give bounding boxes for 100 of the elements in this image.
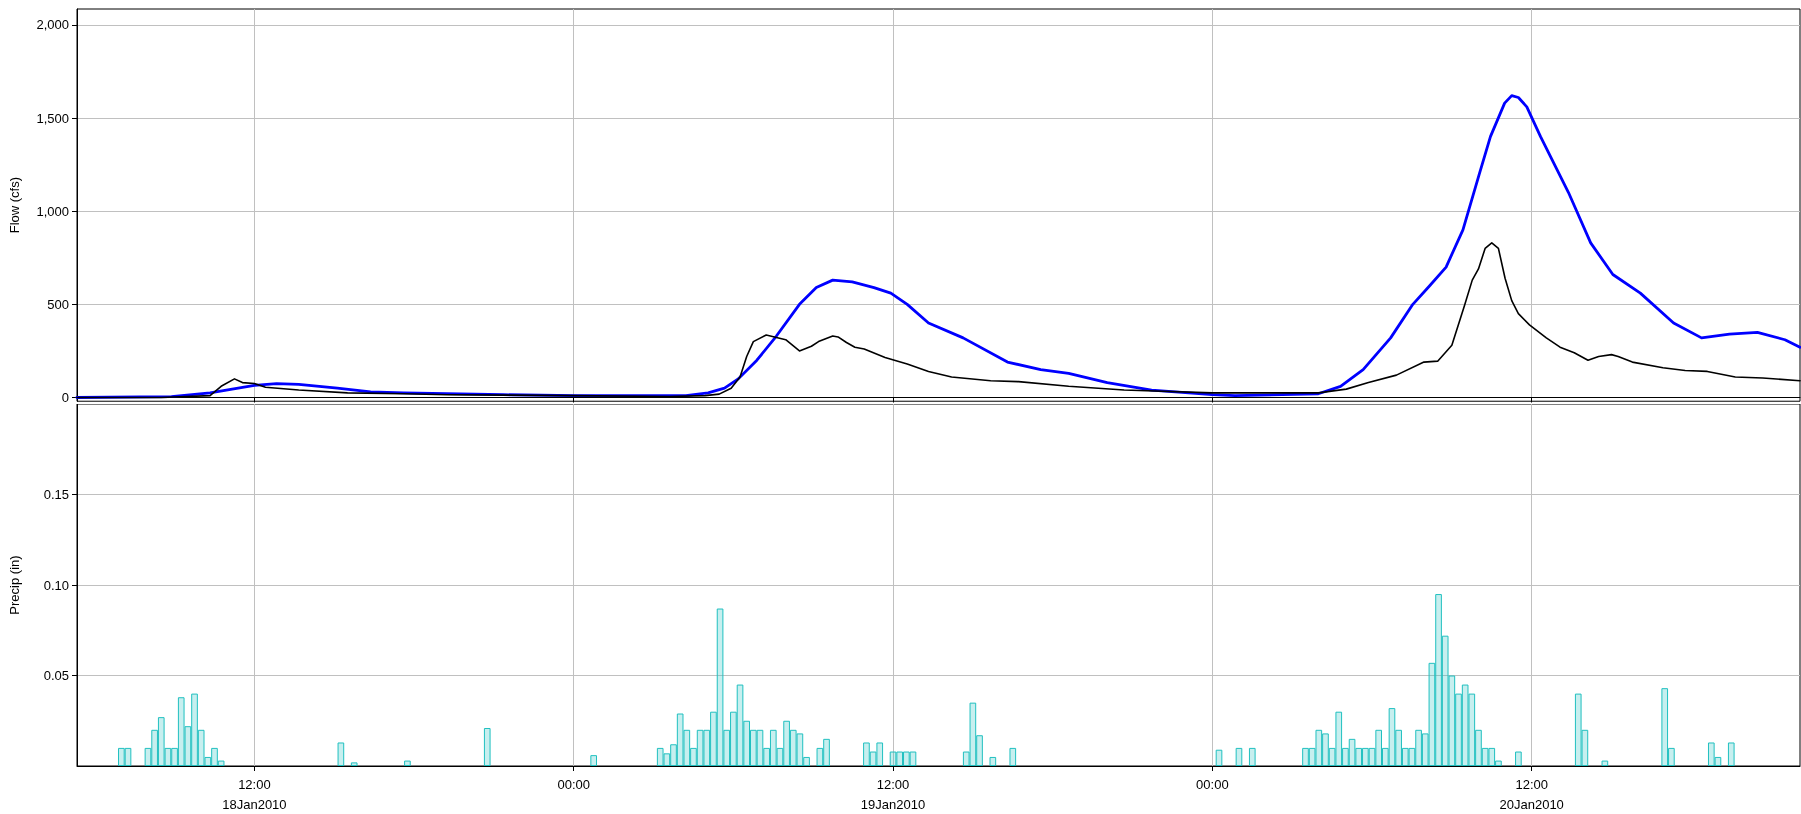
bar xyxy=(730,711,737,766)
bar xyxy=(776,747,784,766)
bar xyxy=(184,726,192,766)
bar xyxy=(1601,760,1609,766)
bar xyxy=(337,742,345,766)
bar xyxy=(1515,751,1522,766)
bar xyxy=(1574,693,1582,766)
x-tick-label: 12:00 20Jan2010 xyxy=(1499,776,1564,812)
bar xyxy=(1661,688,1669,766)
bar xyxy=(1382,747,1389,766)
bar xyxy=(590,755,598,766)
bar xyxy=(1401,747,1409,766)
bar xyxy=(1362,747,1369,766)
bar xyxy=(783,720,790,766)
bar xyxy=(670,744,677,766)
bar xyxy=(903,751,910,766)
bar xyxy=(703,729,711,766)
bar xyxy=(483,727,491,766)
bar xyxy=(1355,747,1363,766)
bar xyxy=(969,702,977,766)
bar xyxy=(1235,747,1243,766)
bar xyxy=(1495,760,1502,766)
bar xyxy=(1707,742,1715,766)
bar xyxy=(118,747,125,766)
bar xyxy=(710,711,717,766)
bar xyxy=(191,693,198,766)
bar xyxy=(676,713,684,766)
bar xyxy=(1461,684,1469,766)
bar xyxy=(962,751,970,766)
bar xyxy=(1727,742,1735,766)
bar xyxy=(796,733,804,766)
bar xyxy=(1368,747,1376,766)
y-axis-title: Flow (cfs) xyxy=(7,176,22,234)
bar xyxy=(350,762,358,766)
bar xyxy=(151,729,158,766)
bar xyxy=(869,751,877,766)
bar xyxy=(124,747,132,766)
bar xyxy=(1441,635,1449,766)
bar xyxy=(736,684,744,766)
bar xyxy=(204,756,212,766)
bar xyxy=(769,729,777,766)
bar xyxy=(1375,729,1382,766)
bar xyxy=(756,729,764,766)
bar xyxy=(1315,729,1323,766)
bar xyxy=(683,729,691,766)
y-tick-label: 1,000 xyxy=(36,203,69,219)
y-tick-label: 500 xyxy=(47,296,69,312)
bar xyxy=(1388,708,1396,766)
bar xyxy=(803,756,810,766)
bar xyxy=(1488,747,1496,766)
bar xyxy=(876,742,884,766)
x-tick-label: 12:00 18Jan2010 xyxy=(222,776,287,812)
bar xyxy=(723,729,731,766)
bar xyxy=(823,738,830,766)
bar xyxy=(1248,747,1256,766)
bar xyxy=(1415,729,1422,766)
bar xyxy=(157,717,165,766)
bar xyxy=(743,720,751,766)
bar xyxy=(1009,747,1017,766)
bar xyxy=(144,747,152,766)
bar xyxy=(1581,729,1589,766)
y-tick-label: 0.05 xyxy=(43,668,69,683)
bar xyxy=(177,697,185,766)
bar xyxy=(1475,729,1482,766)
bar xyxy=(164,747,172,766)
bar xyxy=(1335,711,1343,766)
bar xyxy=(1714,756,1722,766)
y-tick-label: 0.10 xyxy=(43,577,69,593)
y-tick-label: 2,000 xyxy=(36,17,69,33)
bar xyxy=(909,751,917,766)
y-tick-label: 1,500 xyxy=(36,110,69,126)
bar xyxy=(656,747,664,766)
bar xyxy=(863,742,870,766)
bar xyxy=(1408,747,1416,766)
bar xyxy=(889,751,897,766)
bar xyxy=(696,729,704,766)
bar xyxy=(1342,747,1349,766)
bar xyxy=(1455,693,1462,766)
bar xyxy=(1435,594,1442,766)
bar xyxy=(763,747,770,766)
bar xyxy=(816,747,824,766)
x-tick-label: 00:00 xyxy=(557,776,590,792)
bar xyxy=(1448,675,1456,766)
bar xyxy=(789,729,797,766)
bar xyxy=(1395,729,1402,766)
bar xyxy=(716,608,724,766)
y-tick-label: 0 xyxy=(61,390,69,405)
bar xyxy=(404,760,411,766)
bar xyxy=(217,760,225,766)
bar xyxy=(1468,693,1476,766)
bar xyxy=(1668,747,1675,766)
bar xyxy=(663,753,671,766)
bar xyxy=(1348,738,1356,766)
bar xyxy=(1215,749,1223,766)
bar xyxy=(1302,747,1309,766)
bar xyxy=(896,751,904,766)
bar xyxy=(171,747,178,766)
bar xyxy=(1308,747,1316,766)
bar xyxy=(1328,747,1336,766)
x-tick-label: 12:00 19Jan2010 xyxy=(860,776,926,812)
